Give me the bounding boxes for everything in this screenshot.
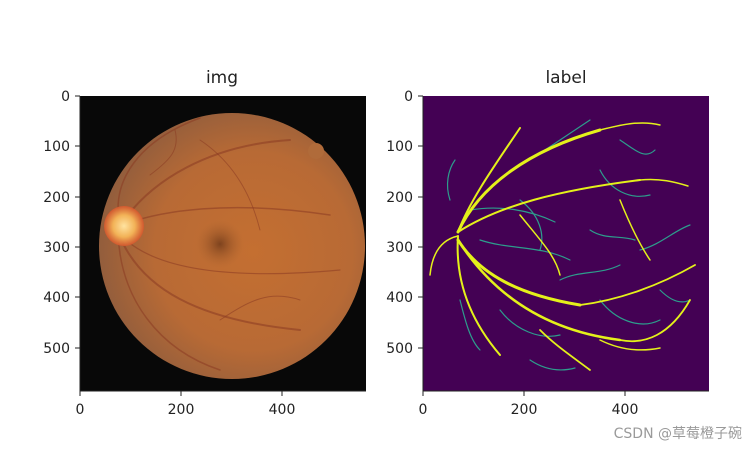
panel-title-label: label: [545, 68, 586, 88]
xtick-label: 400: [612, 402, 639, 418]
minor-vessels: [446, 119, 691, 371]
xtick-label: 400: [269, 402, 296, 418]
ytick-label: 500: [43, 341, 70, 357]
xtick-label: 200: [168, 402, 195, 418]
yaxis-img: [75, 95, 366, 396]
major-vessels: [429, 122, 696, 371]
yaxis-label: [418, 95, 709, 396]
ytick-label: 500: [386, 341, 413, 357]
xtick-label: 200: [511, 402, 538, 418]
ytick-label: 200: [386, 190, 413, 206]
ytick-label: 100: [43, 139, 70, 155]
ytick-label: 400: [386, 290, 413, 306]
ytick-label: 300: [386, 240, 413, 256]
xtick-label: 0: [419, 402, 428, 418]
watermark: CSDN @草莓橙子碗: [613, 426, 742, 442]
ytick-label: 400: [43, 290, 70, 306]
ytick-label: 100: [386, 139, 413, 155]
ytick-label: 0: [61, 89, 70, 105]
xtick-label: 0: [76, 402, 85, 418]
ytick-label: 200: [43, 190, 70, 206]
fundus-macula: [196, 220, 244, 268]
panel-title-img: img: [206, 68, 238, 88]
ytick-label: 0: [404, 89, 413, 105]
ytick-label: 300: [43, 240, 70, 256]
fundus-notch: [308, 143, 324, 159]
fundus-vessels: [117, 117, 341, 371]
optic-disc: [104, 206, 144, 246]
label-image-background: [423, 96, 709, 391]
panel-label: label: [386, 68, 709, 418]
panel-img: img: [43, 68, 366, 418]
